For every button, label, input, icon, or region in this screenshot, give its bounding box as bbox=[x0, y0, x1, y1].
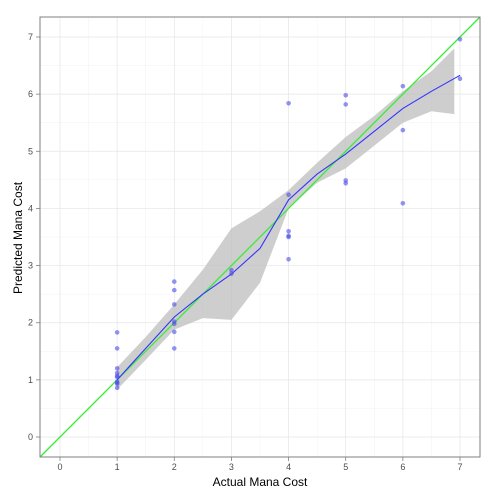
data-point bbox=[171, 346, 177, 351]
panel-border bbox=[39, 16, 481, 458]
y-tick-label: 6 bbox=[28, 89, 33, 99]
confidence-band-layer bbox=[117, 48, 455, 390]
data-point bbox=[114, 366, 120, 371]
data-point bbox=[171, 321, 177, 327]
data-point bbox=[286, 192, 291, 198]
data-point bbox=[400, 127, 406, 133]
data-point bbox=[400, 200, 406, 206]
y-tick-label: 3 bbox=[28, 261, 33, 271]
x-tick-label: 5 bbox=[343, 462, 348, 472]
frame-layer bbox=[39, 16, 481, 458]
tick-layer: 0 1 2 3 4 5 6 7 0 1 2 3 4 5 6 7 bbox=[28, 32, 463, 472]
x-tick-label: 7 bbox=[457, 462, 462, 472]
reference-line-layer bbox=[39, 16, 481, 458]
y-tick-label: 1 bbox=[28, 375, 33, 385]
data-point bbox=[171, 302, 177, 307]
points-layer bbox=[114, 36, 463, 391]
y-axis-title: Predicted Mana Cost bbox=[11, 181, 25, 294]
data-point bbox=[343, 92, 349, 98]
data-point bbox=[114, 374, 120, 380]
smooth-line-layer bbox=[116, 74, 461, 381]
data-point bbox=[171, 329, 177, 335]
y-tick-label: 7 bbox=[28, 32, 33, 42]
x-tick-label: 6 bbox=[400, 462, 405, 472]
smooth-line bbox=[116, 74, 461, 381]
data-point bbox=[229, 267, 234, 273]
y-tick-label: 2 bbox=[28, 318, 33, 328]
x-tick-label: 4 bbox=[286, 462, 291, 472]
data-point bbox=[114, 385, 120, 391]
data-point bbox=[400, 83, 406, 89]
x-tick-label: 2 bbox=[172, 462, 177, 472]
x-axis-title: Actual Mana Cost bbox=[213, 475, 308, 489]
y-tick-label: 0 bbox=[28, 432, 33, 442]
data-point bbox=[457, 76, 463, 82]
x-tick-label: 3 bbox=[229, 462, 234, 472]
data-point bbox=[114, 381, 120, 387]
data-point bbox=[286, 100, 291, 106]
x-tick-label: 1 bbox=[115, 462, 120, 472]
data-point bbox=[114, 346, 120, 351]
data-point bbox=[286, 228, 291, 234]
data-point bbox=[286, 234, 291, 240]
data-point bbox=[457, 36, 463, 42]
data-point bbox=[343, 102, 349, 107]
confidence-band bbox=[117, 48, 455, 390]
x-tick-label: 0 bbox=[57, 462, 62, 472]
data-point bbox=[286, 256, 291, 262]
data-point bbox=[343, 180, 349, 186]
data-point bbox=[171, 287, 177, 293]
y-tick-label: 5 bbox=[28, 146, 33, 156]
y-tick-label: 4 bbox=[28, 203, 33, 213]
data-point bbox=[114, 330, 120, 335]
data-point bbox=[171, 279, 177, 284]
reference-line bbox=[39, 16, 481, 458]
data-point bbox=[229, 271, 234, 276]
